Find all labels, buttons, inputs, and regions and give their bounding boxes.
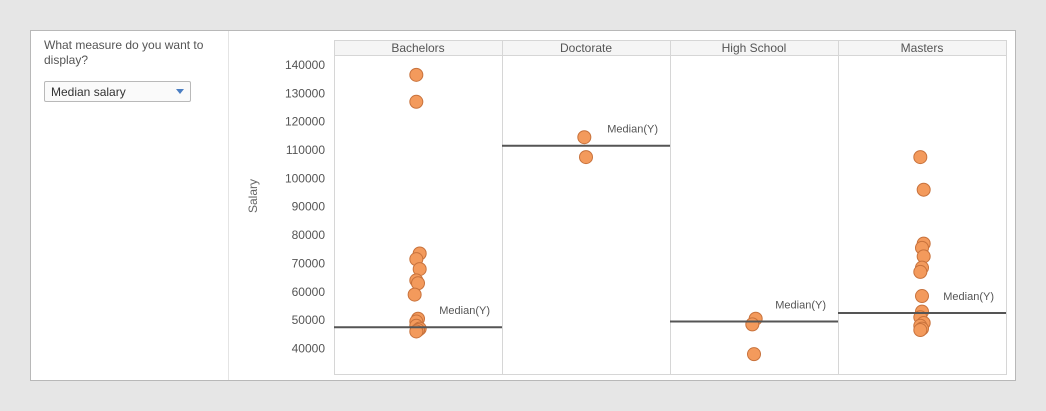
y-tick-label: 40000 [292,341,326,355]
y-tick-label: 90000 [292,200,326,214]
y-axis-title: Salary [246,179,260,213]
panel-plot-area [838,55,1007,375]
y-tick-label: 120000 [285,115,325,129]
data-point [407,287,422,302]
y-tick-label: 110000 [286,143,325,157]
measure-dropdown-value: Median salary [51,85,126,99]
data-point [915,289,929,304]
chevron-down-icon [176,89,184,94]
control-panel: What measure do you want to display? Med… [31,31,229,380]
data-point [579,150,593,165]
data-point [577,130,592,145]
y-tick-label: 60000 [292,285,326,299]
measure-dropdown[interactable]: Median salary [44,81,191,102]
median-line-label: Median(Y) [943,291,994,303]
measure-prompt: What measure do you want to display? [44,38,204,67]
data-point [916,182,931,197]
data-point [409,324,424,339]
visualization-frame: What measure do you want to display? Med… [30,30,1016,381]
panel-header-label: Doctorate [560,41,612,55]
panel-header-label: Bachelors [391,41,444,55]
salary-scatter-chart: Salary 40000 50000 60000 70000 80000 90000 1000… [246,40,1007,375]
panel-header-label: High School [722,41,787,55]
data-point [409,67,424,82]
y-tick-label: 50000 [292,313,326,327]
median-line-label: Median(Y) [439,305,490,317]
data-point [409,94,424,109]
y-tick-label: 140000 [285,58,325,72]
y-tick-label: 70000 [292,256,326,270]
median-line-label: Median(Y) [775,300,826,312]
data-point [747,347,761,362]
y-tick-label: 80000 [292,228,326,242]
y-tick-label: 100000 [285,171,325,185]
y-tick-label: 130000 [285,86,325,100]
panel-plot-area [502,55,671,375]
panel-header-label: Masters [901,41,944,55]
data-point [913,150,928,165]
data-point [913,323,928,338]
median-line-label: Median(Y) [607,124,658,136]
data-point [745,317,760,332]
data-point [913,264,928,279]
